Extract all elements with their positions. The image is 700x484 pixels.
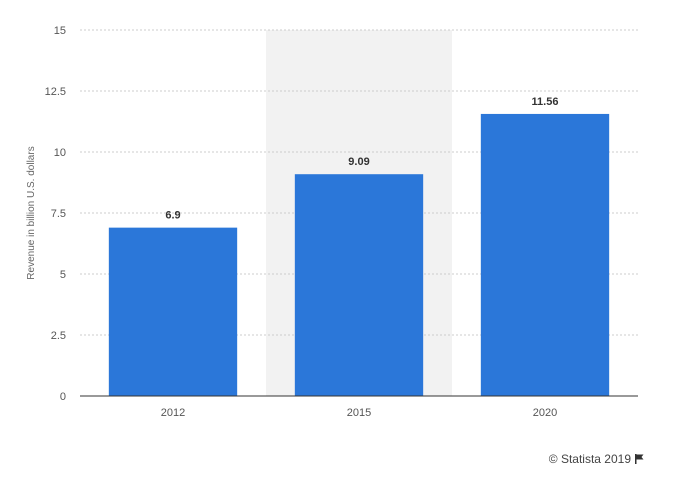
credit-text: © Statista 2019 — [548, 452, 631, 466]
source-credit: © Statista 2019 — [549, 452, 644, 466]
bar — [294, 174, 424, 396]
x-tick-label: 2020 — [533, 407, 557, 419]
flag-icon — [635, 454, 644, 464]
y-tick-label: 5 — [60, 269, 66, 281]
y-tick-label: 0 — [60, 391, 66, 403]
y-tick-label: 10 — [54, 147, 66, 159]
y-tick-label: 12.5 — [45, 86, 66, 98]
bar — [108, 227, 238, 396]
x-tick-label: 2015 — [347, 407, 371, 419]
data-label: 6.9 — [165, 210, 180, 222]
y-tick-label: 2.5 — [51, 330, 66, 342]
y-tick-label: 7.5 — [51, 208, 66, 220]
x-tick-label: 2012 — [161, 407, 185, 419]
y-axis-title: Revenue in billion U.S. dollars — [26, 146, 37, 279]
y-tick-label: 15 — [54, 25, 66, 37]
data-label: 9.09 — [348, 156, 369, 168]
data-label: 11.56 — [532, 96, 559, 108]
bar — [480, 113, 610, 396]
